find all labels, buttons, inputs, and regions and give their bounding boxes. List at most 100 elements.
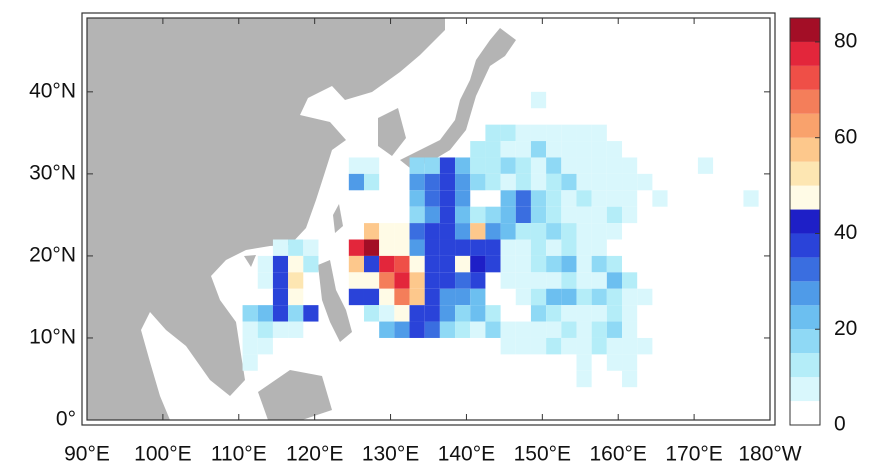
grid-cell [485, 321, 501, 338]
grid-cell [470, 239, 486, 256]
grid-cell [485, 223, 501, 240]
grid-cell [515, 239, 531, 256]
grid-cell [591, 190, 607, 207]
grid-cell [576, 370, 592, 388]
grid-cell [485, 141, 501, 158]
grid-cell [697, 157, 714, 174]
grid-cell [591, 305, 607, 322]
colorbar-tick-label: 40 [834, 221, 857, 244]
grid-cell [637, 173, 653, 191]
grid-cell [530, 91, 547, 109]
grid-cell [561, 157, 577, 174]
grid-cell [515, 157, 531, 174]
grid-cell [606, 305, 623, 322]
colorbar-tick-label: 0 [834, 413, 846, 436]
grid-cell [242, 354, 258, 371]
grid-cell [455, 239, 471, 256]
grid-cell [591, 337, 607, 355]
y-tick-label: 20°N [29, 243, 76, 266]
grid-cell [348, 173, 364, 191]
grid-cell [546, 239, 562, 256]
grid-cell [303, 255, 319, 273]
grid-cell [546, 288, 562, 306]
x-tick-label: 170°E [665, 443, 722, 466]
grid-cell [515, 288, 531, 306]
grid-cell [348, 288, 364, 306]
grid-cell [576, 190, 592, 207]
colorbar-tick-label: 60 [834, 125, 857, 148]
grid-cell [530, 305, 547, 322]
grid-cell [409, 255, 425, 273]
grid-cell [424, 190, 440, 207]
japan [400, 28, 516, 168]
grid-cell [530, 173, 547, 191]
grid-cell [546, 124, 562, 142]
colorbar-band [790, 137, 820, 162]
grid-cell [500, 173, 516, 191]
hainan [244, 255, 256, 267]
grid-cell [546, 157, 562, 174]
grid-cell [485, 206, 501, 224]
grid-cell [591, 141, 607, 158]
grid-cell [394, 288, 410, 306]
grid-cell [363, 223, 380, 240]
grid-cell [424, 321, 440, 338]
grid-cell [257, 305, 273, 322]
grid-cell [470, 288, 486, 306]
grid-cell [515, 223, 531, 240]
grid-cell [439, 206, 456, 224]
colorbar-band [790, 65, 820, 90]
grid-cell [303, 305, 319, 322]
grid-cell [455, 223, 471, 240]
grid-cell [622, 190, 638, 207]
grid-cell [272, 305, 289, 322]
grid-cell [424, 206, 440, 224]
grid-cell [485, 173, 501, 191]
outer-frame [81, 12, 776, 426]
grid-cell [530, 190, 547, 207]
grid-cell [257, 337, 273, 355]
grid-cell [576, 124, 592, 142]
grid-cell [242, 337, 258, 355]
grid-cell [515, 124, 531, 142]
colorbar-band [790, 89, 820, 114]
grid-cell [272, 239, 289, 256]
grid-cell [530, 239, 547, 256]
x-tick-label: 100°E [134, 443, 191, 466]
grid-cell [379, 288, 395, 306]
grid-cell [500, 321, 516, 338]
grid-cell [606, 288, 623, 306]
grid-cell [606, 141, 623, 158]
grid-cell [288, 272, 304, 289]
grid-cell [348, 239, 364, 256]
x-tick-label: 160°E [589, 443, 646, 466]
grid-cell [439, 321, 456, 338]
grid-cell [409, 272, 425, 289]
grid-cell [455, 288, 471, 306]
colorbar-band [790, 41, 820, 66]
axes: 90°E 100°E 110°E 120°E 130°E 140°E 150°E 160°E 1… [29, 12, 802, 466]
grid-cell [500, 190, 516, 207]
grid-cell [561, 223, 577, 240]
grid-cell [470, 173, 486, 191]
grid-cell [515, 337, 531, 355]
grid-cell [363, 305, 380, 322]
grid-cell [409, 321, 425, 338]
grid-cell [561, 321, 577, 338]
x-tick-label: 140°E [438, 443, 495, 466]
grid-cell [439, 272, 456, 289]
grid-cell [348, 272, 364, 289]
grid-cell [439, 190, 456, 207]
colorbar-band [790, 209, 820, 234]
grid-cell [561, 239, 577, 256]
grid-cell [485, 305, 501, 322]
grid-cell [379, 321, 395, 338]
grid-cell [530, 321, 547, 338]
grid-cell [424, 173, 440, 191]
colorbar-band [790, 233, 820, 258]
colorbar-band [790, 113, 820, 138]
grid-cell [546, 206, 562, 224]
grid-cell [409, 206, 425, 224]
grid-cell [303, 239, 319, 256]
